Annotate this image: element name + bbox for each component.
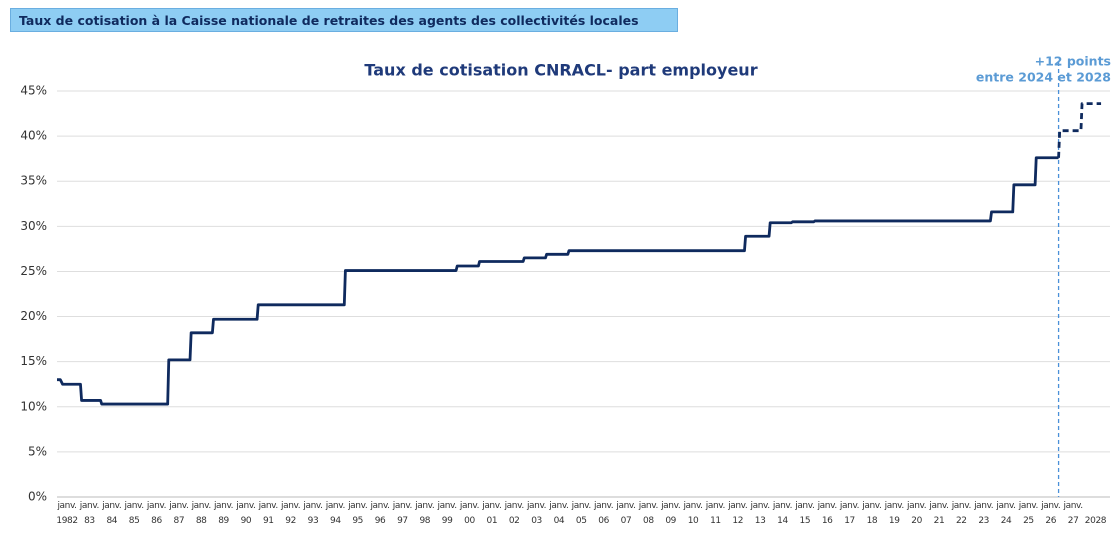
x-tick-label: janv. 97 xyxy=(392,501,413,526)
x-tick-label: janv. 06 xyxy=(594,501,614,526)
annotation: entre 2024 et 2028 xyxy=(976,70,1111,85)
x-tick-label: 2028 xyxy=(1084,516,1107,526)
series-line xyxy=(57,156,1059,406)
chart-title: Taux de cotisation CNRACL- part employeu… xyxy=(364,61,757,80)
y-tick-label: 10% xyxy=(20,399,47,413)
x-tick-label: janv. 19 xyxy=(884,501,905,526)
x-tick-label: janv. 84 xyxy=(102,501,122,526)
x-tick-label: janv. 05 xyxy=(571,501,592,526)
x-tick-label: janv. 03 xyxy=(526,501,547,526)
x-tick-label: janv. 16 xyxy=(817,501,838,526)
x-tick-label: janv. 09 xyxy=(661,501,681,526)
x-tick-label: janv. 98 xyxy=(415,501,435,526)
annotation: +12 points xyxy=(1035,54,1111,69)
x-tick-label: janv. 26 xyxy=(1041,501,1061,526)
y-tick-label: 35% xyxy=(20,174,47,188)
x-tick-label: janv. 10 xyxy=(683,501,703,526)
y-tick-label: 0% xyxy=(28,490,47,504)
y-tick-label: 40% xyxy=(20,129,47,143)
x-tick-label: janv. 24 xyxy=(996,501,1016,526)
x-tick-label: janv. 04 xyxy=(549,501,569,526)
x-tick-label: janv. 20 xyxy=(907,501,927,526)
y-tick-label: 45% xyxy=(20,84,47,98)
x-tick-label: janv. 17 xyxy=(839,501,860,526)
x-tick-label: janv. 88 xyxy=(191,501,212,526)
x-tick-label: janv. 08 xyxy=(638,501,659,526)
x-tick-label: janv. 92 xyxy=(281,501,301,526)
x-tick-label: janv. 87 xyxy=(169,501,189,526)
x-tick-label: janv. 27 xyxy=(1063,501,1084,526)
x-tick-label: janv. 18 xyxy=(862,501,882,526)
y-tick-label: 20% xyxy=(20,309,47,323)
x-tick-label: janv. 94 xyxy=(325,501,346,526)
x-tick-label: janv. 01 xyxy=(482,501,502,526)
x-tick-label: janv. 83 xyxy=(79,501,100,526)
x-tick-label: janv. 00 xyxy=(459,501,480,526)
x-tick-label: janv. 93 xyxy=(303,501,323,526)
x-tick-label: janv. 21 xyxy=(929,501,949,526)
x-tick-label: janv. 22 xyxy=(951,501,972,526)
x-tick-label: janv. 86 xyxy=(146,501,167,526)
y-tick-label: 30% xyxy=(20,219,47,233)
x-tick-label: janv. 02 xyxy=(504,501,525,526)
x-tick-label: janv. 13 xyxy=(750,501,771,526)
x-tick-label: janv. 12 xyxy=(728,501,748,526)
y-tick-label: 25% xyxy=(20,264,47,278)
x-tick-label: janv. 15 xyxy=(795,501,815,526)
x-tick-label: janv. 91 xyxy=(258,501,279,526)
x-tick-label: janv. 89 xyxy=(213,501,234,526)
x-tick-label: janv. 95 xyxy=(348,501,368,526)
y-tick-label: 5% xyxy=(28,444,47,458)
x-tick-label: janv. 14 xyxy=(772,501,793,526)
x-tick-label: janv. 07 xyxy=(616,501,636,526)
x-tick-label: janv. 23 xyxy=(974,501,994,526)
x-tick-label: janv. 25 xyxy=(1018,501,1039,526)
x-tick-label: janv. 90 xyxy=(236,501,256,526)
series-line xyxy=(1057,102,1102,158)
x-tick-label: janv. 11 xyxy=(705,501,726,526)
x-tick-label: janv. 1982 xyxy=(56,501,78,526)
x-tick-label: janv. 99 xyxy=(437,501,458,526)
y-tick-label: 15% xyxy=(20,354,47,368)
x-tick-label: janv. 96 xyxy=(370,501,390,526)
header-title: Taux de cotisation à la Caisse nationale… xyxy=(10,8,678,32)
x-tick-label: janv. 85 xyxy=(124,501,145,526)
